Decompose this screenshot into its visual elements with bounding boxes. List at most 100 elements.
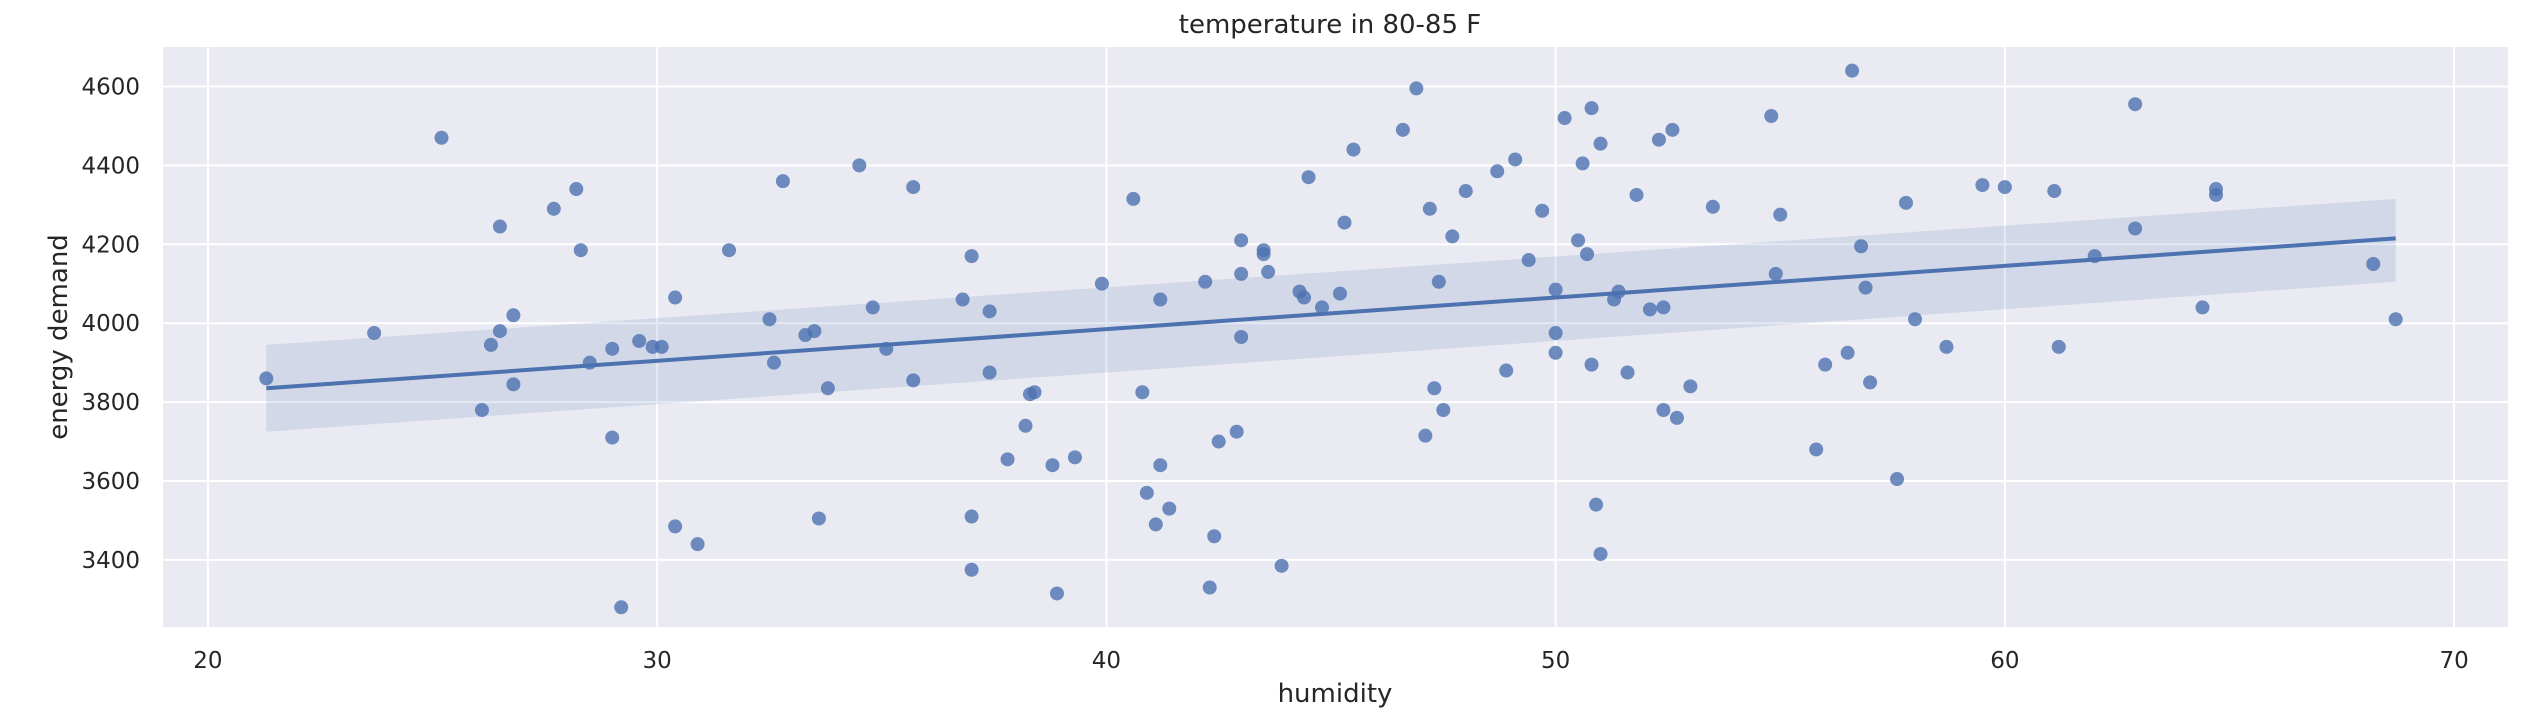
data-point [1768, 266, 1783, 281]
data-point [1908, 312, 1923, 327]
data-point [2128, 97, 2143, 112]
data-point [766, 355, 781, 370]
data-point [722, 243, 737, 258]
data-point [1207, 529, 1222, 544]
x-tick-label: 40 [1092, 648, 1121, 674]
data-point [1593, 136, 1608, 151]
data-point [955, 292, 970, 307]
data-point [506, 308, 521, 323]
data-point [1773, 207, 1788, 222]
y-axis-label: energy demand [44, 234, 74, 440]
data-point [1000, 452, 1015, 467]
y-tick-label: 4200 [81, 232, 140, 258]
y-tick-label: 3600 [81, 469, 140, 495]
data-point [1126, 191, 1141, 206]
x-axis-label: humidity [1278, 679, 1393, 709]
data-point [1629, 187, 1644, 202]
data-point [690, 537, 705, 552]
data-point [1975, 178, 1990, 193]
x-axis-ticks: 20 30 40 50 60 70 [193, 648, 2468, 674]
data-point [506, 377, 521, 392]
chart-title: temperature in 80-85 F [1179, 10, 1481, 40]
data-point [668, 290, 683, 305]
data-point [605, 341, 620, 356]
data-point [1535, 203, 1550, 218]
data-point [1508, 152, 1523, 167]
data-point [1818, 357, 1833, 372]
data-point [1431, 274, 1446, 289]
data-point [1683, 379, 1698, 394]
data-point [573, 243, 588, 258]
data-point [964, 249, 979, 264]
data-point [1584, 357, 1599, 372]
y-tick-label: 4400 [81, 153, 140, 179]
data-point [1139, 485, 1154, 500]
data-point [1409, 81, 1424, 96]
data-point [852, 158, 867, 173]
y-axis-ticks: 3400 3600 3800 4000 4200 4400 4600 [81, 74, 140, 573]
x-tick-label: 30 [643, 648, 672, 674]
data-point [1297, 290, 1312, 305]
data-point [1557, 111, 1572, 126]
data-point [1332, 286, 1347, 301]
data-point [1274, 558, 1289, 573]
data-point [1669, 410, 1684, 425]
data-point [1764, 109, 1779, 124]
data-point [632, 333, 647, 348]
y-tick-label: 4000 [81, 311, 140, 337]
data-point [1584, 101, 1599, 116]
data-point [1548, 326, 1563, 341]
data-point [1499, 363, 1514, 378]
data-point [762, 312, 777, 327]
data-point [964, 562, 979, 577]
data-point [1490, 164, 1505, 179]
data-point [1153, 292, 1168, 307]
data-point [2128, 221, 2143, 236]
data-point [1548, 345, 1563, 360]
data-point [982, 365, 997, 380]
data-point [1256, 243, 1271, 258]
data-point [1656, 402, 1671, 417]
y-tick-label: 3800 [81, 390, 140, 416]
data-point [1445, 229, 1460, 244]
data-point [820, 381, 835, 396]
data-point [546, 201, 561, 216]
data-point [1211, 434, 1226, 449]
data-point [474, 402, 489, 417]
data-point [1153, 458, 1168, 473]
data-point [1346, 142, 1361, 157]
data-point [1135, 385, 1150, 400]
data-point [1854, 239, 1869, 254]
data-point [654, 339, 669, 354]
data-point [1580, 247, 1595, 262]
data-point [1997, 180, 2012, 195]
data-point [1148, 517, 1163, 532]
data-point [1427, 381, 1442, 396]
data-point [1049, 586, 1064, 601]
data-point [1651, 132, 1666, 147]
data-point [1395, 122, 1410, 137]
data-point [1337, 215, 1352, 230]
data-point [1067, 450, 1082, 465]
data-point [1589, 497, 1604, 512]
data-point [1315, 300, 1330, 315]
data-point [668, 519, 683, 534]
data-point [1665, 122, 1680, 137]
data-point [906, 180, 921, 195]
data-point [964, 509, 979, 524]
data-point [1840, 345, 1855, 360]
data-point [1027, 385, 1042, 400]
data-point [1261, 264, 1276, 279]
data-point [1571, 233, 1586, 248]
data-point [1642, 302, 1657, 317]
data-point [259, 371, 274, 386]
data-point [2366, 257, 2381, 272]
data-point [1234, 330, 1249, 344]
data-point [1705, 199, 1720, 214]
plot-background [163, 47, 2508, 627]
y-tick-label: 4600 [81, 74, 140, 100]
data-point [2195, 300, 2210, 315]
data-point [1899, 195, 1914, 210]
data-point [1202, 580, 1217, 595]
x-tick-label: 60 [1990, 648, 2019, 674]
